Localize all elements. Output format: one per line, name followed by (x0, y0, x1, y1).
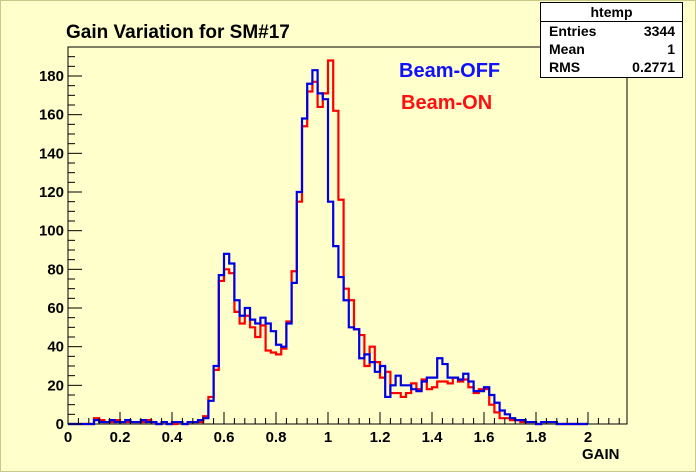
stats-label-rms: RMS (549, 59, 581, 75)
stats-value-mean: 1 (667, 41, 675, 57)
series-line-beam-off (68, 69, 588, 426)
chart-title: Gain Variation for SM#17 (66, 22, 290, 43)
y-tick-label: 180 (39, 68, 64, 85)
x-tick-label: 1.6 (474, 429, 495, 446)
y-tick-label: 140 (39, 145, 64, 162)
stats-row-rms: RMS 0.2771 (541, 58, 682, 76)
stats-row-mean: Mean 1 (541, 40, 682, 58)
y-tick-label: 0 (56, 416, 64, 433)
stats-value-rms: 0.2771 (632, 59, 675, 75)
x-tick-label: 1.8 (526, 429, 547, 446)
x-tick-label: 0 (64, 429, 72, 446)
plot-frame (67, 46, 628, 425)
y-tick-label: 40 (47, 339, 64, 356)
stats-label-entries: Entries (549, 23, 597, 39)
x-tick-label: 0.6 (214, 429, 235, 446)
x-tick-label: 1 (324, 429, 332, 446)
y-tick-label: 100 (39, 223, 64, 240)
stats-row-entries: Entries 3344 (541, 22, 682, 40)
y-tick-label: 160 (39, 107, 64, 124)
stats-box-title: htemp (541, 3, 682, 22)
legend-beam-on: Beam-ON (401, 92, 493, 114)
legend-beam-off: Beam-OFF (399, 60, 501, 82)
x-tick-label: 2 (584, 429, 592, 446)
stats-label-mean: Mean (549, 41, 585, 57)
stats-box: htemp Entries 3344 Mean 1 RMS 0.2771 (540, 2, 683, 78)
y-tick-label: 20 (47, 377, 64, 394)
stats-value-entries: 3344 (643, 23, 675, 39)
x-tick-label: 0.2 (110, 429, 131, 446)
y-tick-label: 80 (47, 261, 64, 278)
x-tick-label: 0.4 (162, 429, 184, 446)
x-tick-label: 1.2 (370, 429, 391, 446)
y-tick-label: 120 (39, 184, 64, 201)
x-tick-label: 1.4 (422, 429, 444, 446)
x-tick-label: 0.8 (266, 429, 287, 446)
y-tick-label: 60 (47, 300, 64, 317)
x-axis-label: GAIN (582, 446, 620, 463)
